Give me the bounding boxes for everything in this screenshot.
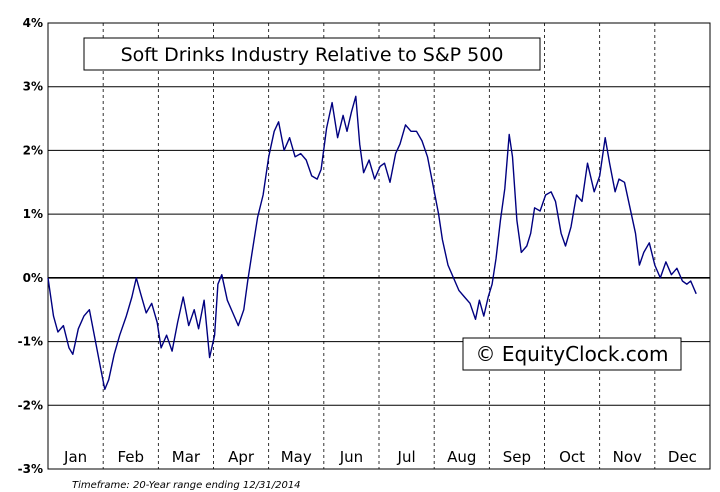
watermark-box: © EquityClock.com (462, 337, 682, 371)
footnote: Timeframe: 20-Year range ending 12/31/20… (72, 480, 301, 491)
x-tick-label: Dec (668, 448, 697, 466)
x-tick-label: Jul (397, 448, 416, 466)
y-axis-tick-labels: 4% 3% 2% 1% 0% -1% -2% -3% (18, 16, 43, 476)
y-tick-label: 3% (23, 80, 43, 94)
x-tick-label: Oct (559, 448, 585, 466)
x-tick-label: Mar (172, 448, 201, 466)
y-tick-label: 2% (23, 143, 43, 157)
x-tick-label: Jan (63, 448, 87, 466)
watermark-text: © EquityClock.com (475, 342, 668, 366)
y-tick-label: 0% (23, 271, 43, 285)
x-tick-label: Jun (339, 448, 363, 466)
y-tick-label: -2% (18, 398, 43, 412)
series-group (47, 95, 697, 391)
y-tick-label: -1% (18, 335, 43, 349)
x-axis-tick-labels: Jan Feb Mar Apr May Jun Jul Aug Sep Oct Nov Dec (63, 448, 697, 466)
x-tick-label: Sep (503, 448, 531, 466)
y-tick-label: 1% (23, 207, 43, 221)
chart-title: Soft Drinks Industry Relative to S&P 500 (121, 44, 504, 66)
y-tick-label: -3% (18, 462, 43, 476)
x-tick-label: Feb (117, 448, 144, 466)
x-tick-label: May (281, 448, 312, 466)
title-box: Soft Drinks Industry Relative to S&P 500 (83, 37, 541, 71)
x-tick-label: Nov (613, 448, 642, 466)
x-tick-label: Apr (228, 448, 255, 466)
vertical-gridlines (102, 23, 656, 469)
x-tick-label: Aug (447, 448, 476, 466)
y-tick-label: 4% (23, 16, 43, 30)
series-line (47, 95, 697, 391)
